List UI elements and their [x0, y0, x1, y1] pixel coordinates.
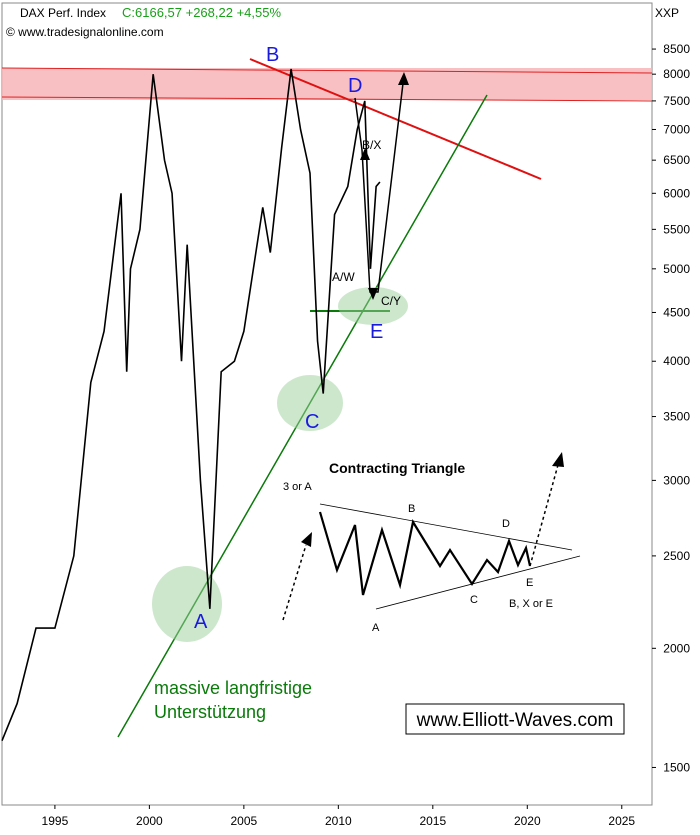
y-tick-label: 2000 — [663, 641, 690, 655]
wave-label: D — [348, 75, 362, 97]
triangle-label: C — [470, 594, 478, 606]
website: www.Elliott-Waves.com — [416, 710, 614, 731]
x-tick-label: 1995 — [42, 814, 69, 828]
arrow-head — [301, 532, 312, 547]
arrow-head — [398, 72, 409, 85]
chart-subtitle: C:6166,57 +268,22 +4,55% — [122, 5, 281, 20]
price-line — [1, 68, 381, 742]
triangle-label: 3 or A — [283, 481, 312, 493]
y-tick-label: 7000 — [663, 122, 690, 136]
y-tick-label: 1500 — [663, 760, 690, 774]
triangle-title: Contracting Triangle — [329, 460, 465, 476]
y-tick-label: 6000 — [663, 186, 690, 200]
x-tick-label: 2015 — [419, 814, 446, 828]
resistance-line — [249, 58, 542, 180]
triangle-label: B, X or E — [509, 598, 553, 610]
y-tick-label: 6500 — [663, 153, 690, 167]
triangle-arrow — [282, 544, 307, 621]
y-tick-label: 8500 — [663, 42, 690, 56]
website-box — [405, 703, 625, 735]
y-tick-label: 3000 — [663, 473, 690, 487]
highlight — [277, 375, 343, 431]
triangle-label: E — [526, 577, 533, 589]
x-tick-label: 2000 — [136, 814, 163, 828]
y-tick-label: 7500 — [663, 94, 690, 108]
wave-label: C/Y — [381, 294, 401, 308]
wave-label: B — [266, 44, 279, 66]
triangle-edge — [319, 503, 573, 551]
triangle-label: D — [502, 518, 510, 530]
highlight — [338, 287, 408, 325]
highlight — [152, 566, 222, 642]
zone-edge — [1, 96, 653, 102]
plot-frame — [1, 2, 653, 806]
y-tick-label: 8000 — [663, 67, 690, 81]
wave-label: C — [305, 411, 319, 433]
support-text: massive langfristige — [154, 678, 312, 698]
support-text: Unterstützung — [154, 702, 266, 722]
y-tick-label: 4500 — [663, 305, 690, 319]
wave-label: E — [370, 321, 383, 343]
arrow-head — [368, 288, 378, 300]
source: © www.tradesignalonline.com — [6, 25, 164, 39]
chart-title: DAX Perf. Index — [20, 6, 106, 20]
symbol: XXP — [655, 6, 679, 20]
y-tick-label: 5500 — [663, 222, 690, 236]
triangle-label: A — [372, 622, 380, 634]
triangle-label: B — [408, 503, 415, 515]
triangle-arrow — [529, 464, 559, 567]
y-tick-label: 4000 — [663, 354, 690, 368]
series-layer — [1, 68, 381, 742]
triangle-wave — [318, 511, 532, 596]
x-tick-label: 2020 — [514, 814, 541, 828]
y-tick-label: 2500 — [663, 549, 690, 563]
wave-label: A — [194, 611, 208, 633]
wave-label: B/X — [362, 138, 381, 152]
y-tick-label: 5000 — [663, 262, 690, 276]
arrow-head — [552, 452, 564, 467]
wave-label: A/W — [332, 270, 355, 284]
triangle-edge — [375, 555, 581, 610]
y-tick-label: 3500 — [663, 410, 690, 424]
zone-edge — [1, 67, 653, 74]
x-tick-label: 2025 — [608, 814, 635, 828]
x-tick-label: 2005 — [231, 814, 258, 828]
x-tick-label: 2010 — [325, 814, 352, 828]
resistance-zone — [2, 68, 652, 100]
arrow-head — [360, 148, 370, 160]
